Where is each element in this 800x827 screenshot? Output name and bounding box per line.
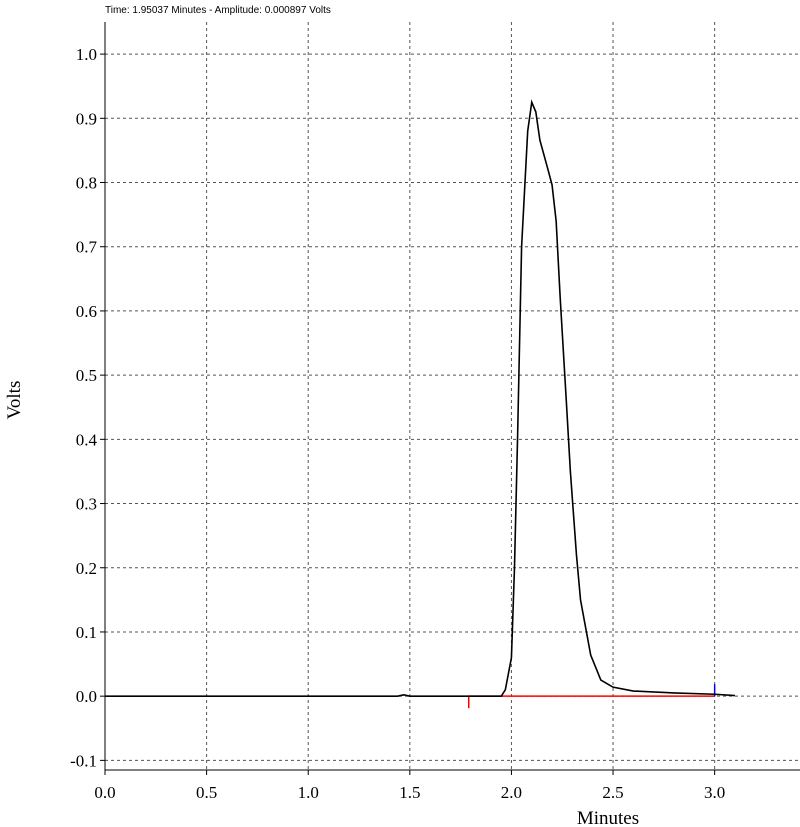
y-tick-label: 0.4 (76, 430, 98, 449)
y-tick-label: 0.6 (76, 302, 97, 321)
x-tick-label: 0.5 (196, 783, 217, 802)
x-tick-label: 3.0 (704, 783, 725, 802)
x-tick-label: 1.5 (399, 783, 420, 802)
x-tick-label: 0.0 (94, 783, 115, 802)
y-tick-label: 0.8 (76, 174, 97, 193)
y-tick-label: 0.2 (76, 559, 97, 578)
y-tick-label: 0.3 (76, 495, 97, 514)
x-tick-label: 2.5 (602, 783, 623, 802)
y-tick-label: 0.1 (76, 623, 97, 642)
header: Time: 1.95037 Minutes - Amplitude: 0.000… (105, 5, 331, 16)
data-line (105, 99, 736, 697)
y-tick-label: 0.5 (76, 366, 97, 385)
y-tick-label: 0.7 (76, 238, 98, 257)
y-axis-label: Volts (4, 381, 25, 420)
y-tick-label: 0.9 (76, 109, 97, 128)
x-tick-label: 1.0 (298, 783, 319, 802)
y-tick-label: 0.0 (76, 687, 97, 706)
x-axis-label: Minutes (577, 808, 639, 827)
y-tick-label: 1.0 (76, 45, 97, 64)
y-tick-label: -0.1 (70, 751, 97, 770)
x-tick-label: 2.0 (501, 783, 522, 802)
